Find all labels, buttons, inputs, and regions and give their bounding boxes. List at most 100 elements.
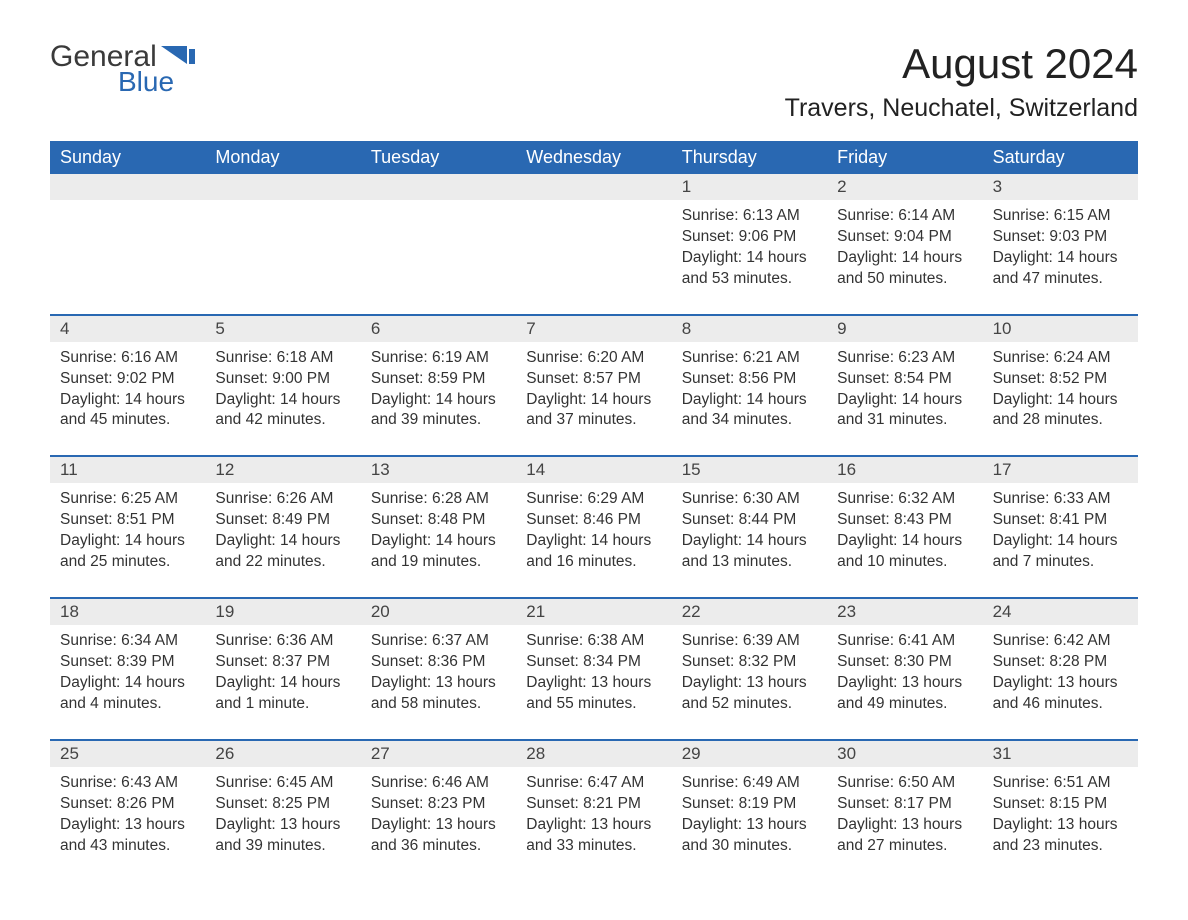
- sunrise-text: Sunrise: 6:13 AM: [682, 206, 817, 227]
- sunrise-text: Sunrise: 6:37 AM: [371, 631, 506, 652]
- sunrise-text: Sunrise: 6:25 AM: [60, 489, 195, 510]
- sunset-text: Sunset: 8:25 PM: [215, 794, 350, 815]
- sunrise-text: Sunrise: 6:32 AM: [837, 489, 972, 510]
- day-cell: Sunrise: 6:38 AMSunset: 8:34 PMDaylight:…: [516, 625, 671, 739]
- date-number: 1: [672, 174, 827, 200]
- daylight-text: Daylight: 14 hours and 19 minutes.: [371, 531, 506, 573]
- sunrise-text: Sunrise: 6:41 AM: [837, 631, 972, 652]
- daylight-text: Daylight: 14 hours and 22 minutes.: [215, 531, 350, 573]
- sunset-text: Sunset: 8:34 PM: [526, 652, 661, 673]
- date-number: 19: [205, 599, 360, 625]
- date-number-row: 123: [50, 174, 1138, 200]
- sunrise-text: Sunrise: 6:42 AM: [993, 631, 1128, 652]
- day-cell: Sunrise: 6:13 AMSunset: 9:06 PMDaylight:…: [672, 200, 827, 314]
- sunset-text: Sunset: 8:26 PM: [60, 794, 195, 815]
- sunrise-text: Sunrise: 6:34 AM: [60, 631, 195, 652]
- sunset-text: Sunset: 9:00 PM: [215, 369, 350, 390]
- sunset-text: Sunset: 8:51 PM: [60, 510, 195, 531]
- sunrise-text: Sunrise: 6:20 AM: [526, 348, 661, 369]
- date-number: [205, 174, 360, 200]
- date-number: 10: [983, 316, 1138, 342]
- day-cell: [361, 200, 516, 314]
- day-cell: Sunrise: 6:30 AMSunset: 8:44 PMDaylight:…: [672, 483, 827, 597]
- sunrise-text: Sunrise: 6:30 AM: [682, 489, 817, 510]
- daylight-text: Daylight: 14 hours and 4 minutes.: [60, 673, 195, 715]
- date-number-row: 25262728293031: [50, 741, 1138, 767]
- date-number-row: 18192021222324: [50, 599, 1138, 625]
- sunset-text: Sunset: 8:36 PM: [371, 652, 506, 673]
- sunrise-text: Sunrise: 6:36 AM: [215, 631, 350, 652]
- sunrise-text: Sunrise: 6:50 AM: [837, 773, 972, 794]
- calendar-week: 18192021222324Sunrise: 6:34 AMSunset: 8:…: [50, 597, 1138, 739]
- date-number: 7: [516, 316, 671, 342]
- daylight-text: Daylight: 14 hours and 10 minutes.: [837, 531, 972, 573]
- date-number: 13: [361, 457, 516, 483]
- daylight-text: Daylight: 14 hours and 1 minute.: [215, 673, 350, 715]
- date-number: 22: [672, 599, 827, 625]
- daylight-text: Daylight: 13 hours and 49 minutes.: [837, 673, 972, 715]
- sunset-text: Sunset: 8:37 PM: [215, 652, 350, 673]
- day-cell: Sunrise: 6:47 AMSunset: 8:21 PMDaylight:…: [516, 767, 671, 881]
- date-number: 15: [672, 457, 827, 483]
- sunrise-text: Sunrise: 6:16 AM: [60, 348, 195, 369]
- sunrise-text: Sunrise: 6:51 AM: [993, 773, 1128, 794]
- sunrise-text: Sunrise: 6:47 AM: [526, 773, 661, 794]
- date-number: 18: [50, 599, 205, 625]
- dayhead-tuesday: Tuesday: [361, 141, 516, 174]
- daylight-text: Daylight: 14 hours and 45 minutes.: [60, 390, 195, 432]
- day-cell: Sunrise: 6:25 AMSunset: 8:51 PMDaylight:…: [50, 483, 205, 597]
- daylight-text: Daylight: 13 hours and 52 minutes.: [682, 673, 817, 715]
- daylight-text: Daylight: 13 hours and 55 minutes.: [526, 673, 661, 715]
- day-cell: Sunrise: 6:34 AMSunset: 8:39 PMDaylight:…: [50, 625, 205, 739]
- date-number-row: 11121314151617: [50, 457, 1138, 483]
- sunset-text: Sunset: 9:06 PM: [682, 227, 817, 248]
- sunset-text: Sunset: 8:54 PM: [837, 369, 972, 390]
- date-number: [50, 174, 205, 200]
- sunset-text: Sunset: 9:03 PM: [993, 227, 1128, 248]
- sunrise-text: Sunrise: 6:33 AM: [993, 489, 1128, 510]
- sunset-text: Sunset: 8:48 PM: [371, 510, 506, 531]
- day-cell: Sunrise: 6:19 AMSunset: 8:59 PMDaylight:…: [361, 342, 516, 456]
- daylight-text: Daylight: 14 hours and 28 minutes.: [993, 390, 1128, 432]
- sunset-text: Sunset: 8:56 PM: [682, 369, 817, 390]
- sunset-text: Sunset: 9:02 PM: [60, 369, 195, 390]
- day-cell: Sunrise: 6:37 AMSunset: 8:36 PMDaylight:…: [361, 625, 516, 739]
- day-cell: Sunrise: 6:42 AMSunset: 8:28 PMDaylight:…: [983, 625, 1138, 739]
- daylight-text: Daylight: 13 hours and 27 minutes.: [837, 815, 972, 857]
- sunrise-text: Sunrise: 6:43 AM: [60, 773, 195, 794]
- sunrise-text: Sunrise: 6:29 AM: [526, 489, 661, 510]
- date-number: [361, 174, 516, 200]
- calendar-grid: Sunday Monday Tuesday Wednesday Thursday…: [50, 141, 1138, 880]
- sunrise-text: Sunrise: 6:18 AM: [215, 348, 350, 369]
- sunset-text: Sunset: 8:41 PM: [993, 510, 1128, 531]
- sunset-text: Sunset: 8:15 PM: [993, 794, 1128, 815]
- daylight-text: Daylight: 14 hours and 37 minutes.: [526, 390, 661, 432]
- daylight-text: Daylight: 13 hours and 36 minutes.: [371, 815, 506, 857]
- date-number: 28: [516, 741, 671, 767]
- sunset-text: Sunset: 8:21 PM: [526, 794, 661, 815]
- day-cell: Sunrise: 6:21 AMSunset: 8:56 PMDaylight:…: [672, 342, 827, 456]
- calendar-week: 123Sunrise: 6:13 AMSunset: 9:06 PMDaylig…: [50, 174, 1138, 314]
- sunset-text: Sunset: 8:32 PM: [682, 652, 817, 673]
- day-cell: Sunrise: 6:28 AMSunset: 8:48 PMDaylight:…: [361, 483, 516, 597]
- daylight-text: Daylight: 14 hours and 34 minutes.: [682, 390, 817, 432]
- daylight-text: Daylight: 13 hours and 39 minutes.: [215, 815, 350, 857]
- daylight-text: Daylight: 14 hours and 16 minutes.: [526, 531, 661, 573]
- date-number: 31: [983, 741, 1138, 767]
- date-number: 29: [672, 741, 827, 767]
- day-cell: Sunrise: 6:29 AMSunset: 8:46 PMDaylight:…: [516, 483, 671, 597]
- sunset-text: Sunset: 8:57 PM: [526, 369, 661, 390]
- sunset-text: Sunset: 8:19 PM: [682, 794, 817, 815]
- date-number: [516, 174, 671, 200]
- daylight-text: Daylight: 14 hours and 31 minutes.: [837, 390, 972, 432]
- date-number-row: 45678910: [50, 316, 1138, 342]
- day-cell: Sunrise: 6:36 AMSunset: 8:37 PMDaylight:…: [205, 625, 360, 739]
- day-cell: Sunrise: 6:46 AMSunset: 8:23 PMDaylight:…: [361, 767, 516, 881]
- sunrise-text: Sunrise: 6:24 AM: [993, 348, 1128, 369]
- dayhead-wednesday: Wednesday: [516, 141, 671, 174]
- date-number: 25: [50, 741, 205, 767]
- day-cell: Sunrise: 6:43 AMSunset: 8:26 PMDaylight:…: [50, 767, 205, 881]
- sunset-text: Sunset: 8:43 PM: [837, 510, 972, 531]
- location-text: Travers, Neuchatel, Switzerland: [785, 94, 1138, 123]
- date-number: 12: [205, 457, 360, 483]
